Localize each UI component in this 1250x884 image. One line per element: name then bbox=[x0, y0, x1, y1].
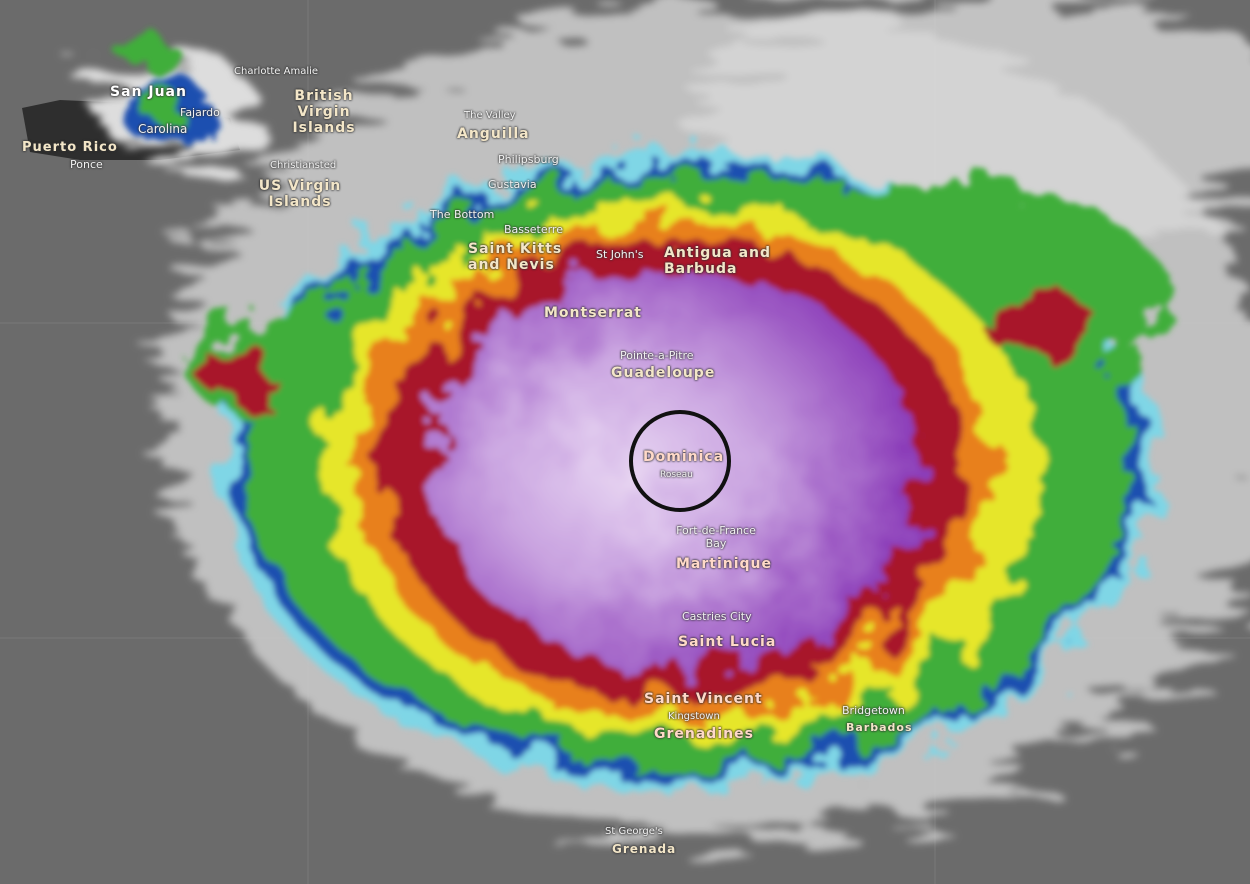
label-st-georges: St George's bbox=[605, 826, 663, 837]
label-christiansted: Christiansted bbox=[270, 160, 337, 171]
label-bridgetown: Bridgetown bbox=[842, 704, 905, 717]
label-basseterre: Basseterre bbox=[504, 223, 563, 236]
label-dominica: Dominica bbox=[643, 449, 725, 465]
label-martinique: Martinique bbox=[676, 556, 773, 572]
label-british-virgin-islands: British Virgin Islands bbox=[292, 88, 356, 136]
label-castries-city: Castries City bbox=[682, 610, 752, 623]
label-barbados: Barbados bbox=[846, 721, 913, 734]
label-saint-kitts-and-nevis: Saint Kitts and Nevis bbox=[468, 241, 563, 273]
label-the-bottom: The Bottom bbox=[430, 208, 495, 221]
label-st-johns: St John's bbox=[596, 248, 644, 261]
label-carolina: Carolina bbox=[138, 122, 188, 136]
label-guadeloupe: Guadeloupe bbox=[611, 365, 716, 381]
label-montserrat: Montserrat bbox=[544, 305, 642, 321]
pr-rain bbox=[122, 35, 215, 150]
label-charlotte-amalie: Charlotte Amalie bbox=[234, 66, 319, 77]
label-grenadines: Grenadines bbox=[654, 726, 754, 742]
label-the-valley: The Valley bbox=[464, 110, 516, 121]
label-fajardo: Fajardo bbox=[180, 106, 220, 119]
label-gustavia: Gustavia bbox=[488, 178, 537, 191]
label-roseau: Roseau bbox=[660, 470, 693, 480]
label-us-virgin-islands: US Virgin Islands bbox=[258, 178, 342, 210]
label-saint-vincent: Saint Vincent bbox=[644, 691, 763, 707]
label-antigua-and-barbuda: Antigua and Barbuda bbox=[664, 245, 772, 277]
label-pointe-a-pitre: Pointe-a-Pitre bbox=[620, 349, 694, 362]
label-ponce: Ponce bbox=[70, 158, 103, 171]
dominica-highlight-circle bbox=[629, 410, 731, 512]
label-saint-lucia: Saint Lucia bbox=[678, 634, 777, 650]
label-fort-de-france-bay: Fort-de-France Bay bbox=[676, 524, 756, 550]
label-philipsburg: Philipsburg bbox=[498, 153, 559, 166]
label-grenada: Grenada bbox=[612, 842, 677, 856]
label-kingstown: Kingstown bbox=[668, 711, 720, 722]
label-san-juan: San Juan bbox=[110, 84, 187, 100]
label-puerto-rico: Puerto Rico bbox=[22, 140, 118, 155]
label-anguilla: Anguilla bbox=[457, 126, 530, 142]
